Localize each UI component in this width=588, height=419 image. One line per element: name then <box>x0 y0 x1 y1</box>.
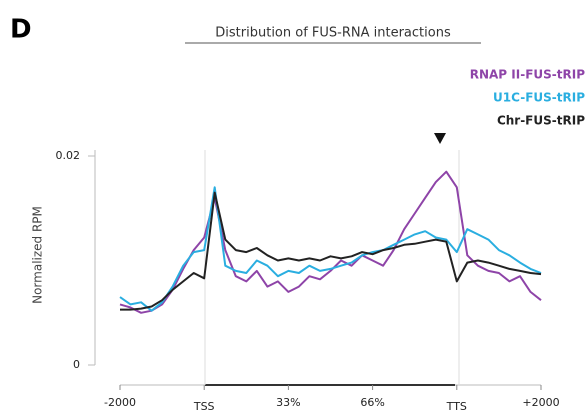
x-tick-label: +2000 <box>522 396 559 409</box>
x-tick-label: -2000 <box>104 396 136 409</box>
x-tick-label: TSS <box>193 400 215 413</box>
legend-entry: RNAP II-FUS-tRIP <box>470 68 585 82</box>
peak-marker <box>434 133 446 144</box>
series-line <box>120 191 542 311</box>
x-tick-label: 66% <box>360 396 384 409</box>
y-axis-label: Normalized RPM <box>31 206 45 304</box>
legend-entry: Chr-FUS-tRIP <box>497 114 585 128</box>
x-tick-label: TTS <box>446 400 467 413</box>
legend-entry: U1C-FUS-tRIP <box>493 91 585 105</box>
x-tick-label: 33% <box>276 396 300 409</box>
series-line <box>119 186 542 312</box>
y-tick-label: 0.02 <box>56 149 81 162</box>
chart-title: Distribution of FUS-RNA interactions <box>215 26 451 41</box>
panel-label: D <box>10 15 32 45</box>
series-line <box>119 170 542 314</box>
y-tick-label: 0 <box>73 358 80 371</box>
